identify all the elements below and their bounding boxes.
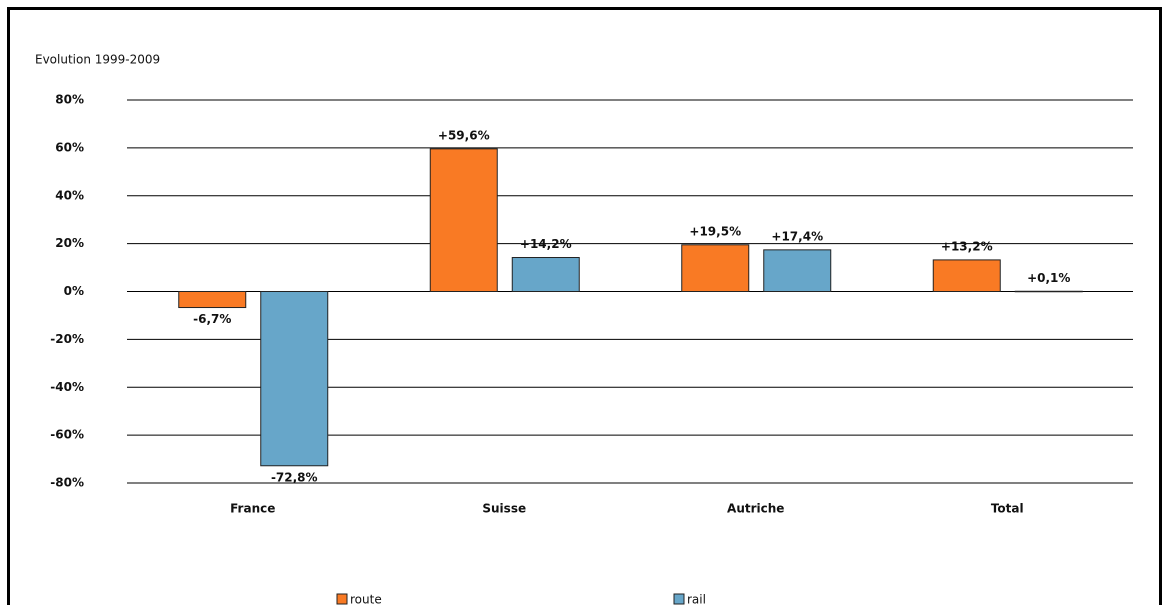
data-label: +19,5% xyxy=(689,224,741,238)
bar xyxy=(260,291,329,467)
y-tick-label: 60% xyxy=(55,140,84,154)
bar xyxy=(1014,290,1083,293)
x-tick-label: Suisse xyxy=(482,502,526,516)
data-label: -6,7% xyxy=(193,312,231,326)
y-tick-label: -40% xyxy=(50,380,84,394)
y-tick-label: -60% xyxy=(50,428,84,442)
y-tick-label: 80% xyxy=(55,93,84,107)
legend-label: rail xyxy=(687,593,706,605)
bar xyxy=(178,291,247,309)
bar xyxy=(429,148,498,292)
data-label: +14,2% xyxy=(520,237,572,251)
x-tick-label: France xyxy=(230,502,275,516)
y-tick-label: 0% xyxy=(64,284,84,298)
data-label: +0,1% xyxy=(1027,271,1070,285)
frame xyxy=(7,7,1162,605)
x-tick-label: Autriche xyxy=(727,502,784,516)
y-tick-label: 40% xyxy=(55,188,84,202)
legend-swatch xyxy=(673,593,685,605)
bar xyxy=(763,249,832,293)
data-label: +13,2% xyxy=(941,239,993,253)
bar xyxy=(681,244,750,292)
y-tick-label: -20% xyxy=(50,332,84,346)
legend-label: route xyxy=(350,593,382,605)
y-axis-title: Evolution 1999-2009 xyxy=(35,53,160,67)
data-label: -72,8% xyxy=(271,470,318,484)
y-tick-label: -80% xyxy=(50,476,84,490)
data-label: +59,6% xyxy=(438,128,490,142)
y-tick-label: 20% xyxy=(55,236,84,250)
legend-swatch xyxy=(336,593,348,605)
bar xyxy=(511,257,580,293)
x-tick-label: Total xyxy=(991,502,1024,516)
data-label: +17,4% xyxy=(771,229,823,243)
bar xyxy=(932,259,1001,292)
